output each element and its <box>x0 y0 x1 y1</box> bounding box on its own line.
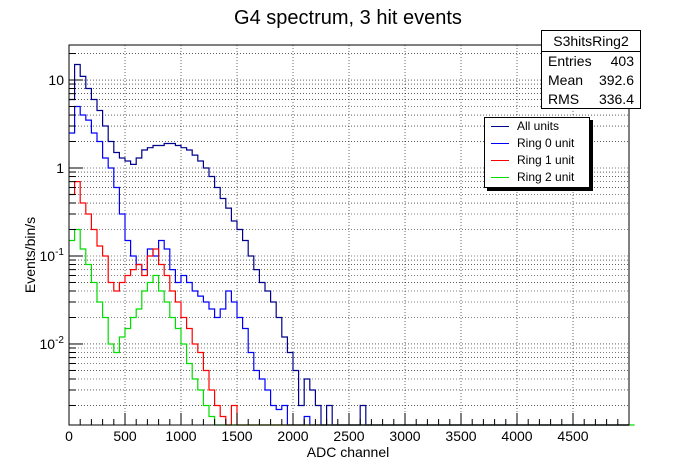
chart-title: G4 spectrum, 3 hit events <box>234 7 462 29</box>
stats-value: 392.6 <box>598 72 634 88</box>
legend-item-ring-1: Ring 1 unit <box>485 152 589 169</box>
legend-label: Ring 0 unit <box>517 136 575 150</box>
legend-label: All units <box>517 119 560 133</box>
y-tick-label: 1 <box>56 160 64 176</box>
grid-lines <box>69 45 629 425</box>
stats-row-mean: Mean 392.6 <box>542 71 640 90</box>
stats-label: Entries <box>548 53 592 69</box>
legend-swatch <box>491 160 509 161</box>
legend-label: Ring 1 unit <box>517 153 575 167</box>
x-tick-label: 3500 <box>445 428 476 444</box>
legend-swatch <box>491 143 509 144</box>
x-tick-label: 4000 <box>501 428 532 444</box>
stats-value: 336.4 <box>598 91 634 107</box>
stats-row-entries: Entries 403 <box>542 52 640 71</box>
legend-item-ring-2: Ring 2 unit <box>485 169 589 186</box>
y-tick-label: 10 <box>48 72 64 88</box>
legend-label: Ring 2 unit <box>517 170 575 184</box>
stats-label: RMS <box>548 91 580 107</box>
x-tick-label: 0 <box>65 428 73 444</box>
y-axis-label: Events/bin/s <box>22 217 38 293</box>
stats-box: S3hitsRing2 Entries 403 Mean 392.6 RMS 3… <box>541 30 641 109</box>
stats-value: 403 <box>610 53 634 69</box>
x-tick-label: 1000 <box>165 428 196 444</box>
x-axis-label: ADC channel <box>307 444 390 460</box>
x-tick-label: 2000 <box>277 428 308 444</box>
series-line-3 <box>69 228 635 426</box>
legend: All units Ring 0 unit Ring 1 unit Ring 2… <box>484 117 590 188</box>
x-tick-label: 500 <box>113 428 137 444</box>
x-tick-label: 1500 <box>221 428 252 444</box>
stats-histogram-name: S3hitsRing2 <box>542 31 640 52</box>
x-tick-label: 2500 <box>333 428 364 444</box>
stats-label: Mean <box>548 72 584 88</box>
x-tick-label: 4500 <box>557 428 588 444</box>
axis-ticks: 0 500 1000 1500 2000 2500 3000 3500 4000 4500 10-2… <box>40 53 619 444</box>
legend-swatch <box>491 177 509 178</box>
x-tick-label: 3000 <box>389 428 420 444</box>
legend-swatch <box>491 126 509 127</box>
legend-item-ring-0: Ring 0 unit <box>485 135 589 152</box>
stats-row-rms: RMS 336.4 <box>542 90 640 109</box>
y-tick-label: 10-2 <box>40 335 65 352</box>
legend-item-all-units: All units <box>485 118 589 135</box>
y-tick-label: 10-1 <box>40 247 65 264</box>
